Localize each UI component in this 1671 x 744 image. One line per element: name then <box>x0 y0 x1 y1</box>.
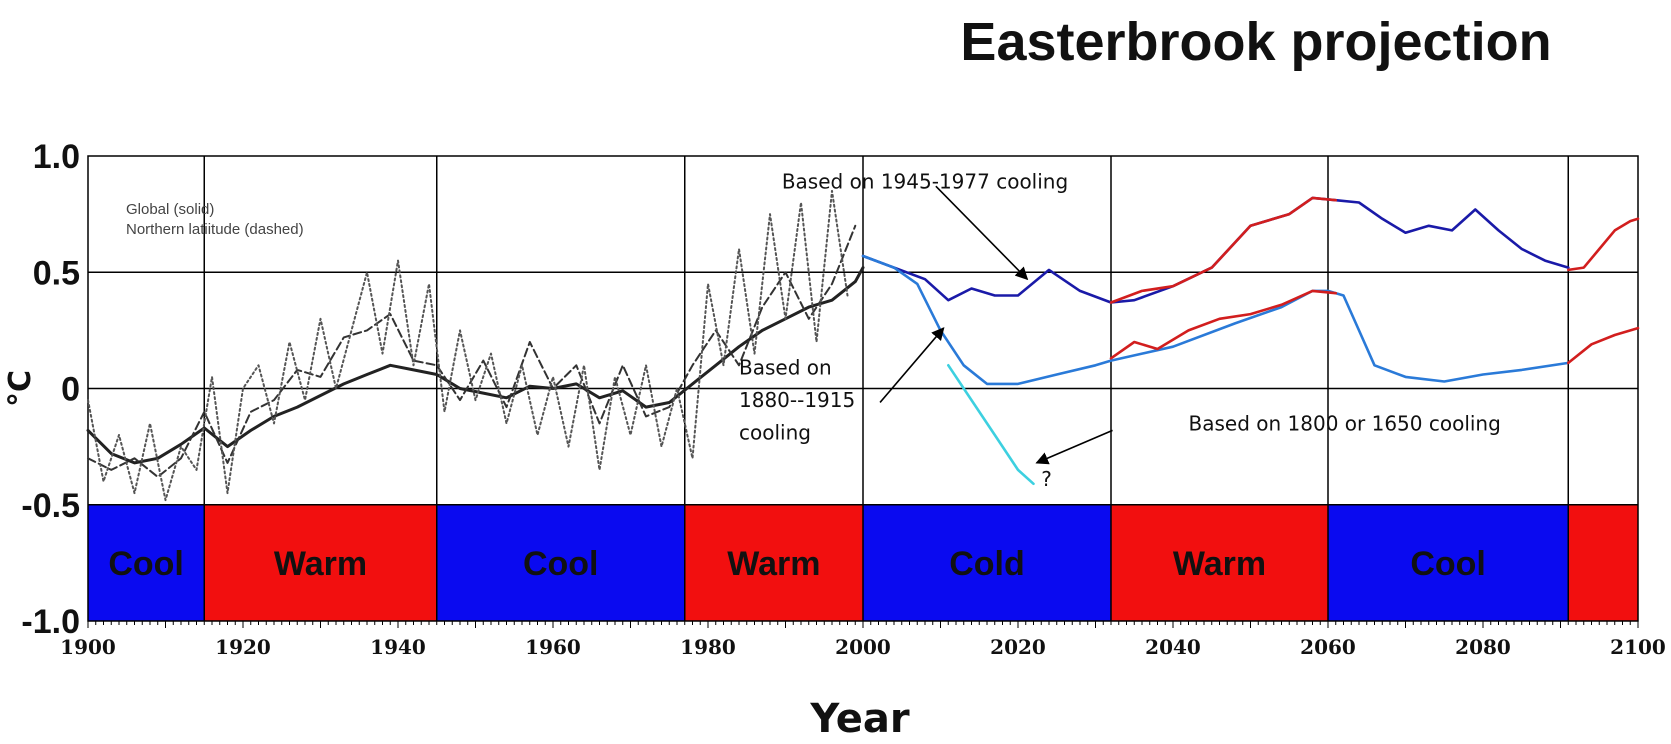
phase-label: Cool <box>108 545 184 583</box>
x-axis-ticks: 1900 1920 1940 1960 1980 2000 2020 2040 2060 2080… <box>60 635 1666 659</box>
phase-bands: Cool Warm Cool Warm Cold Warm Cool <box>88 504 1638 621</box>
y-tick-label: 0.5 <box>33 254 80 292</box>
phase-band <box>684 504 863 621</box>
legend: Global (solid) Northern latiitude (dashed… <box>126 201 304 238</box>
y-tick-label: -1.0 <box>21 603 80 641</box>
series-line <box>861 254 1570 386</box>
phase-label: Warm <box>1173 545 1266 583</box>
y-axis-ticks: 1.0 0.5 0 -0.5 -1.0 <box>21 138 80 641</box>
x-tick-label: 1980 <box>680 635 736 659</box>
series-line <box>1109 289 1338 360</box>
x-tick-label: 2080 <box>1455 635 1511 659</box>
series-line <box>861 196 1570 304</box>
phase-band <box>1568 504 1638 621</box>
x-axis-label: Year <box>809 696 909 742</box>
y-tick-label: 1.0 <box>33 138 80 176</box>
phase-label: Warm <box>727 545 820 583</box>
y-tick-label: 0 <box>61 371 80 409</box>
series-lines <box>86 189 1640 502</box>
phase-band <box>204 504 437 621</box>
chart-title: Easterbrook projection <box>960 12 1551 72</box>
y-axis-label: °C <box>3 370 38 407</box>
annotation-text: 1880--1915 <box>739 388 855 412</box>
annotation-text: Based on <box>739 356 832 380</box>
y-tick-label: -0.5 <box>21 487 80 525</box>
phase-band <box>436 504 685 621</box>
x-tick-label: 2000 <box>835 635 891 659</box>
x-tick-label: 2100 <box>1610 635 1666 659</box>
annotation-text: Based on 1800 or 1650 cooling <box>1189 411 1501 435</box>
x-tick-label: 2040 <box>1145 635 1201 659</box>
series-line <box>1567 217 1640 272</box>
annotation-arrow <box>935 185 1029 281</box>
annotation-arrow <box>879 327 945 403</box>
annotations: Based on 1945-1977 cooling Based on 1880--… <box>739 170 1501 492</box>
phase-band <box>863 504 1111 621</box>
x-tick-label: 1920 <box>215 635 271 659</box>
grid-lines <box>87 155 1639 628</box>
annotation-text: cooling <box>739 421 811 445</box>
phase-label: Cool <box>1410 545 1486 583</box>
series-line <box>1567 326 1640 365</box>
series-line <box>86 266 865 465</box>
x-tick-label: 1900 <box>60 635 116 659</box>
phase-label: Cold <box>949 545 1025 583</box>
series-line <box>87 189 849 502</box>
series-line <box>946 363 1035 486</box>
phase-band <box>1328 504 1569 621</box>
phase-band <box>88 504 205 621</box>
x-tick-label: 1940 <box>370 635 426 659</box>
phase-label: Cool <box>523 545 599 583</box>
annotation-arrow <box>1035 429 1113 465</box>
annotation-text: ? <box>1041 467 1052 491</box>
x-tick-label: 2020 <box>990 635 1046 659</box>
x-tick-label: 2060 <box>1300 635 1356 659</box>
phase-band <box>1111 504 1328 621</box>
annotation-text: Based on 1945-1977 cooling <box>782 170 1068 194</box>
phase-label: Warm <box>274 545 367 583</box>
legend-entry: Northern latiitude (dashed) <box>126 221 304 238</box>
x-tick-label: 1960 <box>525 635 581 659</box>
series-line <box>1109 196 1338 304</box>
legend-entry: Global (solid) <box>126 201 214 218</box>
